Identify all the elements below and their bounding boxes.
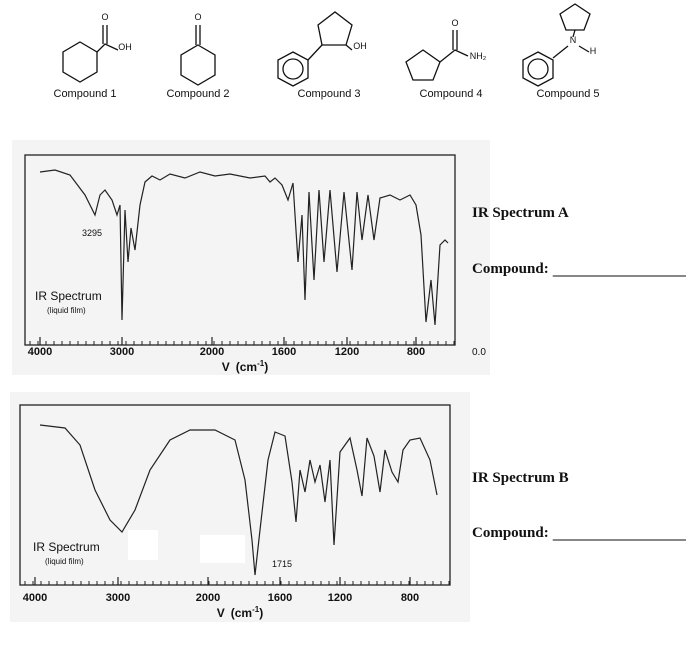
compound-label: Compound 1 (54, 88, 117, 100)
axis-unit: (cm (231, 606, 252, 620)
axis-label: V (cm-1) (222, 359, 268, 374)
compound-label: Compound 3 (298, 88, 361, 100)
inset-sublabel: (liquid film) (47, 306, 86, 315)
scan-background (12, 140, 490, 375)
axis-symbol: V (217, 606, 225, 620)
x-tick-label: 4000 (23, 592, 47, 604)
x-tick-label: 1200 (335, 346, 359, 358)
compound-label: Compound 5 (537, 88, 600, 100)
axis-exponent: -1 (252, 605, 260, 614)
x-tick-label: 2000 (200, 346, 224, 358)
scan-patch (200, 535, 245, 563)
x-tick-label: 1200 (328, 592, 352, 604)
axis-label: V (cm-1) (217, 605, 263, 620)
axis-exponent: -1 (257, 359, 265, 368)
x-tick-label: 800 (407, 346, 425, 358)
inset-label: IR Spectrum (33, 540, 100, 554)
spectrum-frame (19, 404, 451, 586)
axis-close: ) (259, 606, 263, 620)
atom-label: H (590, 46, 597, 56)
peak-label: 1715 (272, 559, 292, 569)
axis-unit: (cm (236, 360, 257, 374)
spectrum-frame (24, 154, 456, 346)
x-tick-label: 800 (401, 592, 419, 604)
structure-5 (522, 3, 591, 87)
structure-3 (277, 11, 353, 87)
inset-label: IR Spectrum (35, 289, 102, 303)
axis-close: ) (264, 360, 268, 374)
spectrum-title: IR Spectrum B (472, 470, 569, 486)
atom-label: O (101, 12, 108, 22)
scan-patch (128, 530, 158, 560)
compound-label: Compound 2 (167, 88, 230, 100)
structure-1 (62, 25, 119, 83)
spectrum-curve (39, 169, 449, 326)
extra-label: 0.0 (472, 347, 486, 358)
spectrum-title: IR Spectrum A (472, 205, 569, 221)
atom-label: OH (118, 42, 132, 52)
inset-sublabel: (liquid film) (45, 557, 84, 566)
atom-label: NH₂ (470, 51, 487, 61)
x-tick-label: 1600 (272, 346, 296, 358)
atom-label: OH (353, 41, 367, 51)
scan-background (10, 392, 470, 622)
structure-2 (180, 25, 216, 86)
atom-label: O (451, 18, 458, 28)
x-tick-label: 2000 (196, 592, 220, 604)
axis-symbol: V (222, 360, 230, 374)
answer-label: Compound: (472, 261, 549, 277)
peak-label: 3295 (82, 228, 102, 238)
spectrum-curve (39, 424, 438, 576)
compound-label: Compound 4 (420, 88, 483, 100)
x-tick-label: 4000 (28, 346, 52, 358)
x-tick-label: 3000 (110, 346, 134, 358)
atom-label: N (570, 35, 577, 45)
x-tick-label: 3000 (106, 592, 130, 604)
structure-4 (405, 30, 469, 81)
answer-label: Compound: (472, 525, 549, 541)
x-tick-label: 1600 (268, 592, 292, 604)
atom-label: O (194, 12, 201, 22)
